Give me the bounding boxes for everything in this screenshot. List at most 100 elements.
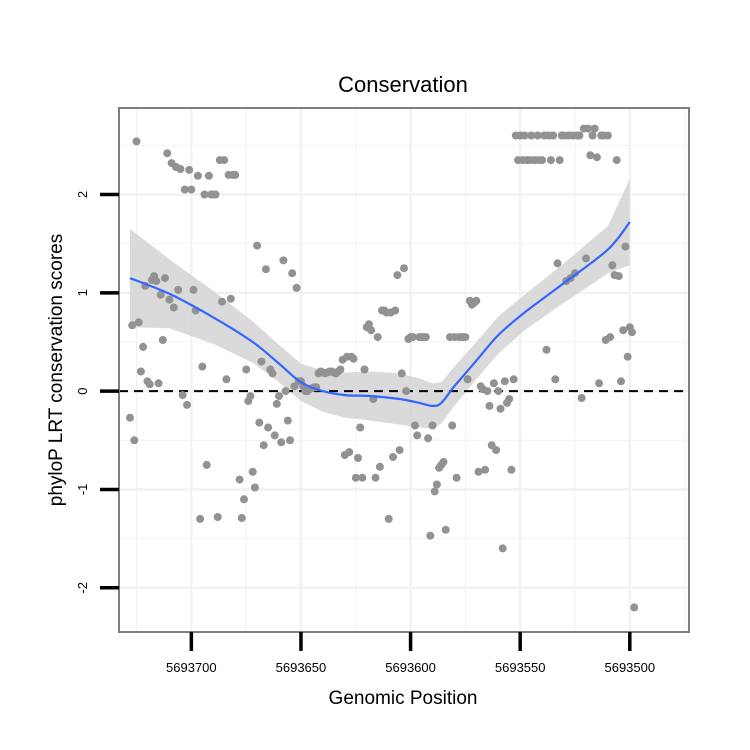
x-tick-label: 5693550 (495, 660, 546, 675)
data-point (180, 185, 189, 194)
data-point (154, 379, 163, 388)
data-point (496, 404, 505, 413)
data-point (281, 387, 290, 396)
data-point (452, 473, 461, 482)
data-point (492, 446, 501, 455)
data-point (351, 473, 360, 482)
data-point (474, 467, 483, 476)
data-points (126, 124, 639, 612)
data-point (595, 379, 604, 388)
y-axis-label: phyloP LRT conservation scores (46, 234, 67, 507)
data-point (130, 436, 139, 445)
y-tick-label: 0 (75, 387, 90, 394)
data-point (367, 326, 376, 335)
data-point (183, 400, 191, 409)
data-point (432, 480, 441, 489)
data-point (200, 190, 209, 199)
data-point (356, 423, 365, 432)
data-point (413, 431, 422, 440)
y-tick-label: 1 (75, 289, 90, 296)
data-point (145, 380, 154, 389)
data-point (198, 362, 207, 371)
data-point (185, 165, 194, 174)
data-point (248, 467, 257, 476)
data-point (345, 448, 354, 457)
data-point (520, 131, 529, 140)
data-point (211, 190, 220, 199)
data-point (623, 352, 632, 361)
data-point (193, 171, 202, 180)
data-point (582, 254, 590, 263)
data-point (402, 387, 411, 396)
data-point (264, 423, 273, 432)
data-point (354, 454, 362, 462)
data-point (426, 531, 435, 540)
data-point (555, 156, 564, 165)
data-point (498, 544, 507, 553)
data-point (279, 256, 288, 265)
data-point (505, 395, 514, 403)
data-point (371, 473, 380, 482)
data-point (161, 274, 169, 283)
data-point (614, 272, 623, 281)
data-point (204, 171, 213, 180)
data-point (240, 495, 248, 504)
data-point (202, 460, 211, 469)
data-point (590, 124, 599, 133)
data-point (165, 295, 174, 304)
data-point (237, 514, 246, 522)
data-point (176, 165, 185, 173)
data-point (400, 264, 408, 273)
data-point (612, 156, 621, 165)
data-point (158, 336, 167, 344)
data-point (213, 513, 222, 521)
y-tick-label: -1 (75, 484, 90, 496)
data-point (393, 271, 402, 280)
data-point (226, 294, 235, 303)
x-tick-label: 5693650 (276, 660, 327, 675)
data-point (136, 367, 145, 376)
data-point (588, 131, 597, 140)
data-point (187, 185, 196, 194)
data-point (551, 375, 560, 384)
y-tick-label: -2 (75, 582, 90, 594)
data-point (577, 394, 586, 402)
y-tick-label: 2 (75, 191, 90, 198)
data-point (126, 413, 134, 422)
data-point (231, 170, 240, 179)
data-point (421, 333, 430, 342)
data-point (428, 421, 437, 430)
x-tick-label: 5693600 (385, 660, 436, 675)
data-point (391, 306, 400, 315)
data-point (132, 137, 141, 146)
data-point (218, 297, 226, 306)
data-point (389, 453, 397, 461)
data-point (606, 333, 615, 342)
data-point (553, 259, 562, 268)
data-point (253, 241, 262, 250)
data-point (395, 446, 404, 455)
data-point (349, 354, 358, 363)
data-point (288, 269, 297, 278)
data-point (494, 387, 503, 396)
data-point (461, 333, 470, 342)
data-point (621, 242, 630, 251)
data-point (196, 514, 205, 523)
data-point (257, 357, 266, 366)
plot-panel-border (118, 107, 690, 633)
data-point (546, 156, 555, 165)
data-point (483, 387, 492, 396)
data-point (481, 465, 490, 474)
data-point (169, 303, 178, 312)
data-point (272, 399, 281, 408)
confidence-band (130, 178, 630, 429)
data-point (255, 418, 264, 427)
x-axis-label: Genomic Position (329, 688, 478, 709)
data-point (156, 290, 165, 299)
data-point (408, 333, 417, 342)
x-tick-label: 5693700 (166, 660, 217, 675)
data-point (139, 342, 148, 351)
data-point (575, 131, 584, 140)
data-point (533, 131, 542, 140)
data-point (485, 401, 494, 410)
